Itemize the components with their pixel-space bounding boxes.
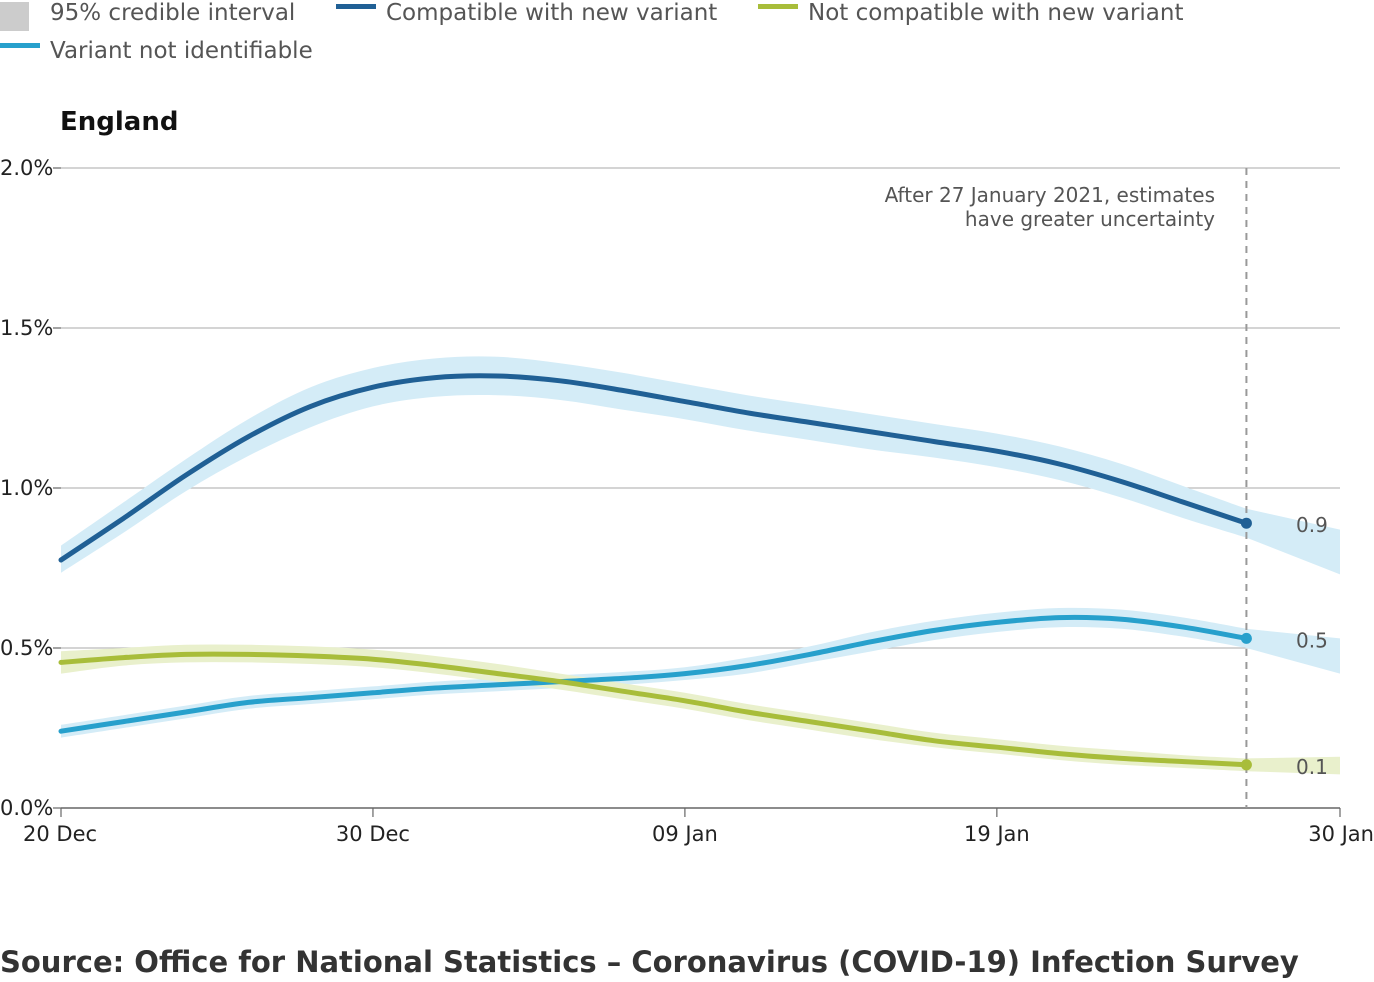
chart-title: England: [60, 107, 178, 137]
band-not_compatible: [61, 644, 1340, 775]
annotation-line-1: After 27 January 2021, estimates: [885, 183, 1215, 207]
legend-swatch-not-identifiable: [0, 43, 40, 48]
series-end-markers: 0.9 0.5 0.1: [1240, 513, 1328, 779]
end-label-compatible: 0.9: [1296, 513, 1328, 537]
series-lines: [58, 373, 1249, 768]
y-tick-label: 0.5%: [0, 636, 53, 660]
x-tick-label: 19 Jan: [964, 822, 1030, 846]
x-tick-label: 30 Dec: [336, 822, 410, 846]
x-tick-label: 20 Dec: [23, 822, 97, 846]
end-label-not_identifiable: 0.5: [1296, 628, 1328, 652]
x-axis-ticks: 20 Dec 30 Dec 09 Jan 19 Jan 30 Jan: [23, 808, 1374, 846]
legend-label-not-compatible: Not compatible with new variant: [808, 0, 1183, 26]
source-note: Source: Office for National Statistics –…: [0, 945, 1299, 979]
legend-label-compatible: Compatible with new variant: [386, 0, 717, 26]
uncertainty-annotation: After 27 January 2021, estimates have gr…: [885, 183, 1216, 231]
y-axis-ticks: 0.0% 0.5% 1.0% 1.5% 2.0%: [0, 156, 61, 820]
y-tick-label: 2.0%: [0, 156, 53, 180]
y-tick-label: 1.0%: [0, 476, 53, 500]
legend-label-interval: 95% credible interval: [50, 0, 295, 26]
end-marker-not_compatible: [1240, 759, 1252, 771]
x-tick-label: 09 Jan: [652, 822, 718, 846]
y-tick-label: 1.5%: [0, 316, 53, 340]
end-marker-compatible: [1240, 517, 1252, 529]
credible-interval-bands: [61, 356, 1340, 775]
legend: 95% credible interval Compatible with ne…: [0, 0, 1183, 64]
line-compatible: [58, 373, 1249, 563]
legend-label-not-identifiable: Variant not identifiable: [50, 38, 313, 64]
end-label-not_compatible: 0.1: [1296, 755, 1328, 779]
y-tick-label: 0.0%: [0, 796, 53, 820]
legend-swatch-compatible: [336, 4, 376, 9]
legend-swatch-interval: [0, 2, 29, 31]
end-marker-not_identifiable: [1240, 632, 1252, 644]
x-tick-label: 30 Jan: [1308, 822, 1374, 846]
legend-swatch-not-compatible: [758, 4, 798, 9]
annotation-line-2: have greater uncertainty: [965, 207, 1215, 231]
line-not_compatible: [58, 651, 1249, 768]
line-not_identifiable: [58, 614, 1249, 734]
band-compatible: [61, 356, 1340, 575]
